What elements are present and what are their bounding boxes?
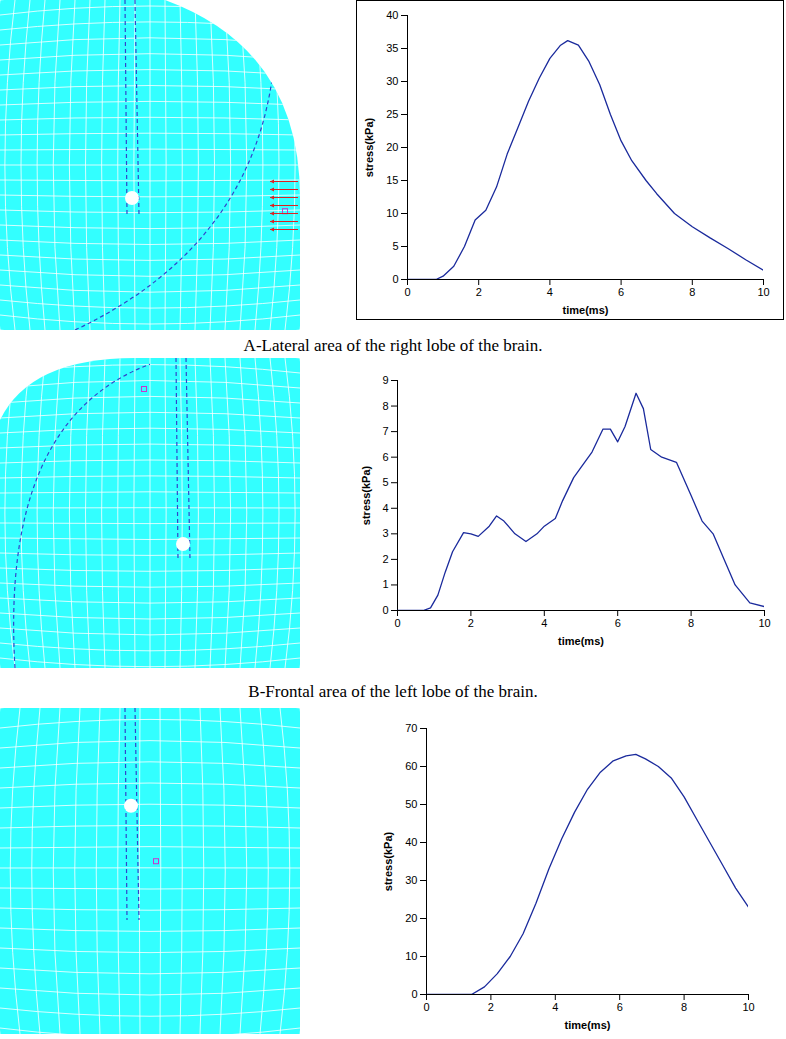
svg-text:0: 0 — [404, 286, 410, 298]
svg-text:15: 15 — [386, 174, 398, 186]
svg-text:25: 25 — [386, 108, 398, 120]
svg-text:70: 70 — [405, 722, 417, 734]
svg-text:0: 0 — [382, 604, 388, 616]
svg-text:10: 10 — [758, 617, 770, 629]
svg-text:40: 40 — [405, 836, 417, 848]
svg-text:0: 0 — [392, 273, 398, 285]
svg-text:30: 30 — [405, 874, 417, 886]
svg-text:10: 10 — [405, 950, 417, 962]
svg-text:5: 5 — [382, 476, 388, 488]
svg-text:2: 2 — [468, 617, 474, 629]
html-text:B-Frontal area of the left lob: B-Frontal area of the left lobe of the b… — [248, 682, 538, 701]
svg-text:stress(kPa): stress(kPa) — [360, 466, 372, 526]
svg-text:30: 30 — [386, 75, 398, 87]
svg-text:6: 6 — [617, 1001, 623, 1013]
svg-text:20: 20 — [386, 141, 398, 153]
svg-text:2: 2 — [476, 286, 482, 298]
svg-text:time(ms): time(ms) — [558, 635, 604, 647]
svg-text:8: 8 — [681, 1001, 687, 1013]
svg-text:6: 6 — [618, 286, 624, 298]
svg-text:35: 35 — [386, 42, 398, 54]
svg-text:stress(kPa): stress(kPa) — [382, 832, 394, 892]
svg-text:0: 0 — [423, 1001, 429, 1013]
svg-text:8: 8 — [689, 286, 695, 298]
svg-text:4: 4 — [382, 502, 388, 514]
svg-text:9: 9 — [382, 374, 388, 386]
svg-text:4: 4 — [541, 617, 547, 629]
svg-text:10: 10 — [386, 207, 398, 219]
svg-text:0: 0 — [411, 988, 417, 1000]
svg-text:time(ms): time(ms) — [565, 1019, 611, 1031]
svg-text:60: 60 — [405, 760, 417, 772]
svg-text:4: 4 — [552, 1001, 558, 1013]
svg-text:6: 6 — [615, 617, 621, 629]
svg-text:3: 3 — [382, 527, 388, 539]
svg-text:40: 40 — [386, 9, 398, 21]
svg-text:1: 1 — [382, 578, 388, 590]
svg-text:2: 2 — [488, 1001, 494, 1013]
svg-text:10: 10 — [757, 286, 769, 298]
svg-text:2: 2 — [382, 553, 388, 565]
svg-text:6: 6 — [382, 451, 388, 463]
svg-text:stress(kPa): stress(kPa) — [363, 118, 375, 178]
svg-text:8: 8 — [382, 400, 388, 412]
svg-text:7: 7 — [382, 425, 388, 437]
svg-text:5: 5 — [392, 240, 398, 252]
svg-text:10: 10 — [742, 1001, 754, 1013]
svg-text:50: 50 — [405, 798, 417, 810]
svg-text:20: 20 — [405, 912, 417, 924]
html-text:A-Lateral area of the right lo: A-Lateral area of the right lobe of the … — [243, 336, 543, 355]
svg-text:time(ms): time(ms) — [563, 304, 609, 316]
svg-text:8: 8 — [688, 617, 694, 629]
svg-text:4: 4 — [547, 286, 553, 298]
svg-text:0: 0 — [394, 617, 400, 629]
